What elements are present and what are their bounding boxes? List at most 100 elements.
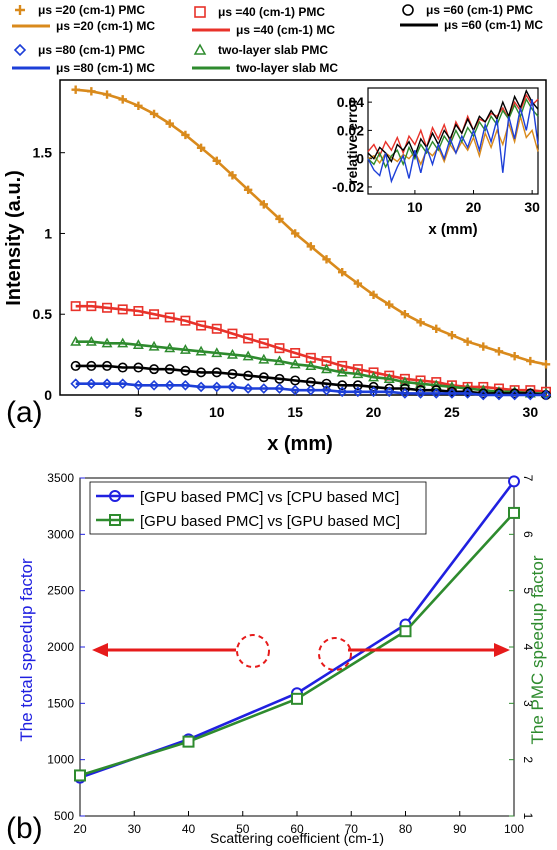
plot-a-point (509, 389, 520, 401)
plot-a-point (195, 345, 207, 356)
plot-a-point (132, 339, 144, 350)
legend-a-label-1: μs =20 (cm-1) MC (56, 19, 155, 33)
plot-b-point (399, 625, 412, 638)
plot-b-point (508, 506, 520, 519)
plot-a-point (337, 360, 348, 371)
plot-a-point (275, 214, 284, 224)
plot-a-point (432, 324, 441, 333)
plot-a-point (118, 95, 127, 104)
plot-a-point (180, 365, 191, 376)
plot-a-point (164, 342, 176, 353)
plot-a-point (524, 389, 536, 401)
plot-a-point (133, 379, 144, 391)
plot-a-point (133, 362, 144, 373)
plot-a-point (540, 389, 552, 401)
plot-a-point (416, 318, 425, 327)
plot-a-point (400, 310, 410, 319)
plot-a-point (526, 356, 535, 366)
plot-b-ytick-label: 1500 (47, 696, 74, 710)
inset-series-line-4 (367, 99, 539, 184)
plot-a-point (493, 388, 504, 399)
plot-a-point (117, 304, 128, 315)
plot-a-point (383, 373, 395, 383)
inset-xtick-label: 10 (407, 199, 423, 215)
plot-a-point (399, 388, 411, 399)
plot-a-point (321, 378, 332, 389)
plot-a-point (290, 229, 300, 238)
plot-a-point (289, 358, 301, 369)
plot-a-point (148, 340, 160, 351)
plot-a-point (196, 320, 207, 331)
inset-xtick-label: 20 (466, 199, 482, 215)
plot-a-point (86, 378, 97, 390)
legend-a-label-2: μs =40 (cm-1) PMC (218, 5, 325, 19)
plot-a-point (117, 337, 129, 348)
plot-a-point (227, 328, 238, 339)
plot-a-point (274, 355, 285, 366)
plot-a-point (165, 119, 174, 128)
plot-a-point (87, 87, 96, 96)
plot-b-y2tick-label: 3 (521, 700, 535, 707)
plot-a-point (430, 388, 442, 399)
plot-a-point (274, 343, 285, 354)
plot-b-point (291, 692, 303, 705)
plot-a-point (479, 342, 488, 351)
plot-a-point (258, 338, 269, 349)
plot-b-ytick-label: 1000 (47, 753, 74, 767)
plot-a-point (101, 337, 113, 348)
plot-a-point (274, 373, 285, 384)
plot-a-point (133, 305, 144, 316)
legend-a-label-9: two-layer slab MC (236, 61, 338, 75)
plot-a-point (477, 389, 489, 401)
plot-a-point (102, 302, 113, 313)
plot-a-point (305, 360, 317, 371)
plot-a-point (447, 331, 457, 340)
plot-a-point (243, 185, 253, 195)
plot-b-y2tick-label: 7 (521, 475, 535, 482)
plot-b-xlabel: Scattering coefficient (cm-1) (210, 830, 384, 846)
plot-a-point (70, 378, 82, 390)
inset-ytick-label: -0.02 (332, 179, 364, 195)
plot-a-point (383, 386, 395, 398)
plot-b-y2tick-label: 5 (521, 587, 535, 594)
plot-a-point (212, 156, 221, 165)
plot-a-point (258, 353, 270, 364)
legend-b: [GPU based PMC] vs [CPU based MC] [GPU b… (89, 481, 427, 535)
legend-a-marker-0 (15, 5, 25, 15)
plot-b-y2tick-label: 2 (521, 756, 535, 763)
left-dashed-circle (236, 634, 270, 668)
plot-a-point (148, 379, 160, 391)
plot-a-point (399, 376, 411, 387)
plot-a-point (243, 370, 254, 381)
plot-a-xtick-label: 5 (134, 404, 142, 420)
legend-b-marker-1 (109, 514, 121, 526)
plot-a-point (149, 309, 160, 320)
annotations (92, 634, 510, 671)
plot-a-point (493, 389, 505, 401)
plot-a-ylabel: Intensity (a.u.) (3, 170, 25, 306)
plot-a-point (149, 364, 160, 375)
legend-b-marker-0 (109, 490, 121, 502)
plot-a-point (164, 312, 175, 323)
inset-xtick-label: 30 (524, 199, 540, 215)
plot-a-point (259, 200, 269, 209)
plot-a-point (258, 383, 270, 394)
plot-a-point (336, 366, 348, 377)
plot-a-point (102, 360, 113, 371)
plot-b-xtick-label: 100 (504, 822, 524, 836)
plot-a-point (117, 362, 128, 373)
legend-a-label-5: μs =60 (cm-1) MC (444, 18, 543, 32)
inset-ylabel: relative error (344, 98, 360, 184)
plot-a-point (352, 368, 364, 379)
plot-a-point (369, 290, 378, 300)
plot-a-point (462, 388, 473, 399)
plot-a-point (134, 101, 143, 111)
plot-a-frame (59, 79, 547, 396)
right-arrow-head (494, 643, 510, 657)
plot-a-point (71, 85, 80, 94)
plot-a-point (180, 315, 191, 326)
plot-a-series-line-1 (75, 304, 547, 394)
plot-a-point (509, 388, 520, 399)
plot-a-point (181, 130, 190, 140)
